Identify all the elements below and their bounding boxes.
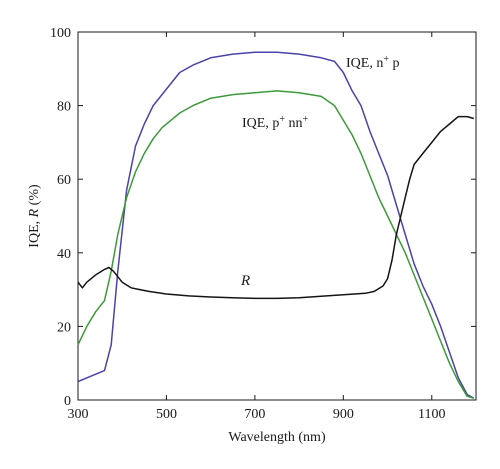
- x-tick-label: 1100: [418, 407, 445, 422]
- series-line-npp: [77, 51, 475, 399]
- series-label-r: R: [240, 273, 250, 289]
- series-line-pnn: [77, 90, 475, 399]
- y-tick-label: 80: [57, 100, 71, 115]
- x-tick-label: 500: [156, 407, 177, 422]
- y-axis-ticks: 0 20 40 60 80 100: [50, 26, 476, 409]
- x-tick-label: 700: [244, 407, 265, 422]
- x-tick-label: 900: [333, 407, 354, 422]
- series-label-npp: IQE, n+ p: [346, 54, 399, 71]
- plot-frame: [77, 31, 477, 401]
- y-tick-label: 60: [57, 173, 71, 188]
- x-tick-label: 300: [68, 407, 89, 422]
- x-axis-ticks: 300 500 700 900 1100: [68, 32, 446, 422]
- series-line-R: [77, 115, 475, 300]
- y-tick-label: 0: [64, 394, 71, 409]
- y-tick-label: 40: [57, 247, 71, 262]
- x-axis-title: Wavelength (nm): [228, 430, 326, 445]
- y-axis-title: IQE, R (%): [27, 184, 42, 248]
- y-tick-label: 20: [57, 320, 71, 335]
- series-lines: [77, 51, 475, 399]
- y-tick-label: 100: [50, 26, 71, 41]
- series-label-pnn: IQE, p+ nn+: [242, 114, 308, 131]
